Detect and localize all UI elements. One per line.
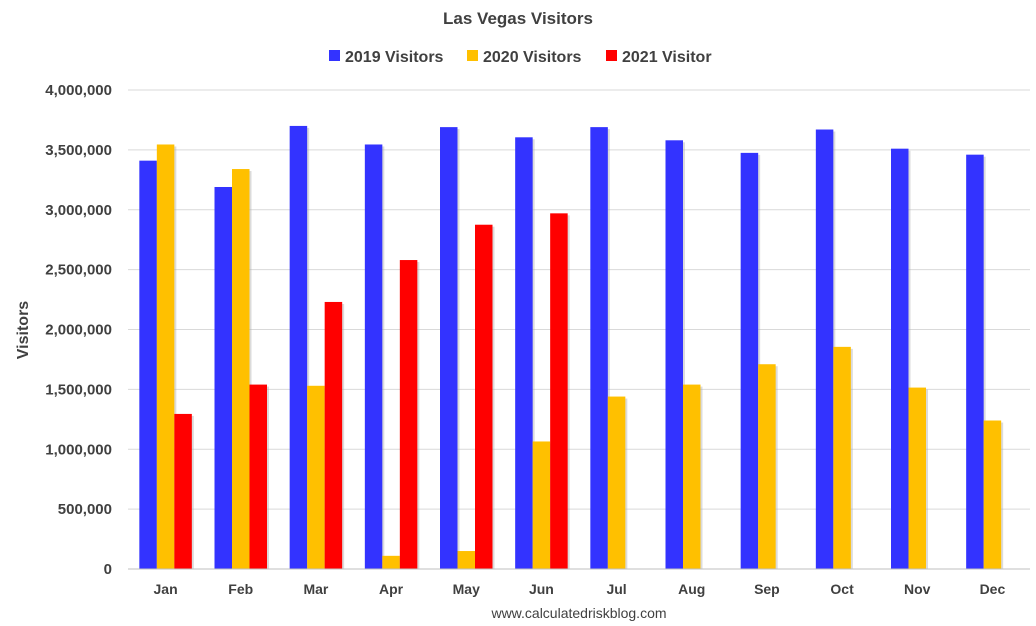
bar-2020-visitors-aug xyxy=(683,384,701,569)
bar-2020-visitors-sep xyxy=(758,364,776,569)
x-tick-label: Dec xyxy=(980,581,1006,597)
bar-2021-visitor-may xyxy=(475,224,493,569)
y-tick-label: 0 xyxy=(104,561,112,578)
bar-2019-visitors-dec xyxy=(966,154,984,570)
legend-swatch xyxy=(606,50,617,61)
legend-label: 2021 Visitor xyxy=(622,49,712,66)
y-tick-label: 1,000,000 xyxy=(45,441,112,458)
x-tick-label: Feb xyxy=(228,581,253,597)
x-tick-label: Aug xyxy=(678,581,705,597)
x-tick-label: Nov xyxy=(904,581,931,597)
y-tick-label: 2,000,000 xyxy=(45,322,112,339)
y-tick-label: 4,000,000 xyxy=(45,82,112,99)
x-tick-label: Jun xyxy=(529,581,554,597)
x-tick-label: Apr xyxy=(379,581,404,597)
bar-2019-visitors-feb xyxy=(214,186,232,569)
x-axis-ticks: Jan Feb Mar Apr May Jun Jul Aug Sep Oct Nov Dec xyxy=(154,581,1006,597)
bar-2019-visitors-sep xyxy=(740,152,759,569)
y-tick-label: 2,500,000 xyxy=(45,262,112,279)
bar-2019-visitors-apr xyxy=(364,144,383,569)
bar-2021-visitor-jun xyxy=(550,213,568,569)
y-axis-ticks: 0 500,000 1,000,000 1,500,000 2,000,000 2,500… xyxy=(45,82,112,578)
bar-2021-visitor-feb xyxy=(249,384,267,569)
x-tick-label: Sep xyxy=(754,581,780,597)
bar-2021-visitor-apr xyxy=(399,260,418,569)
legend-swatch xyxy=(467,50,478,61)
y-tick-label: 1,500,000 xyxy=(45,381,112,398)
bar-2020-visitors-dec xyxy=(983,420,1002,569)
bar-2019-visitors-mar xyxy=(289,125,308,570)
bar-2021-visitor-jan xyxy=(174,413,192,569)
bar-2019-visitors-jun xyxy=(515,137,533,569)
bar-2020-visitors-jul xyxy=(607,396,626,569)
bar-2021-visitor-mar xyxy=(324,301,343,569)
bars xyxy=(139,125,1004,570)
chart-title: Las Vegas Visitors xyxy=(443,9,593,28)
legend-label: 2019 Visitors xyxy=(345,49,444,66)
bar-2019-visitors-jul xyxy=(590,127,608,569)
bar-2020-visitors-may xyxy=(457,551,475,569)
x-tick-label: Mar xyxy=(303,581,328,597)
x-tick-label: Oct xyxy=(830,581,854,597)
bar-2020-visitors-feb xyxy=(232,169,250,569)
x-tick-label: May xyxy=(453,581,480,597)
legend-swatch xyxy=(329,50,340,61)
bar-2019-visitors-jan xyxy=(139,160,157,569)
legend: 2019 Visitors 2020 Visitors 2021 Visitor xyxy=(329,49,712,66)
y-axis-label: Visitors xyxy=(15,301,32,360)
bar-2019-visitors-may xyxy=(440,127,458,569)
bar-2020-visitors-oct xyxy=(833,346,851,569)
bar-2019-visitors-aug xyxy=(665,140,683,570)
y-tick-label: 500,000 xyxy=(58,501,112,518)
bar-2019-visitors-nov xyxy=(891,148,909,570)
y-tick-label: 3,000,000 xyxy=(45,202,112,219)
bar-2020-visitors-jun xyxy=(532,441,551,569)
x-tick-label: Jul xyxy=(606,581,626,597)
bar-2020-visitors-jan xyxy=(156,144,175,569)
bar-2019-visitors-oct xyxy=(815,129,834,569)
bar-2020-visitors-nov xyxy=(908,387,926,569)
x-tick-label: Jan xyxy=(154,581,178,597)
legend-label: 2020 Visitors xyxy=(483,49,582,66)
bar-2020-visitors-mar xyxy=(307,385,325,569)
gridlines xyxy=(128,89,1030,510)
y-tick-label: 3,500,000 xyxy=(45,142,112,159)
source-credit: www.calculatedriskblog.com xyxy=(490,605,666,621)
bar-2020-visitors-apr xyxy=(382,555,400,569)
